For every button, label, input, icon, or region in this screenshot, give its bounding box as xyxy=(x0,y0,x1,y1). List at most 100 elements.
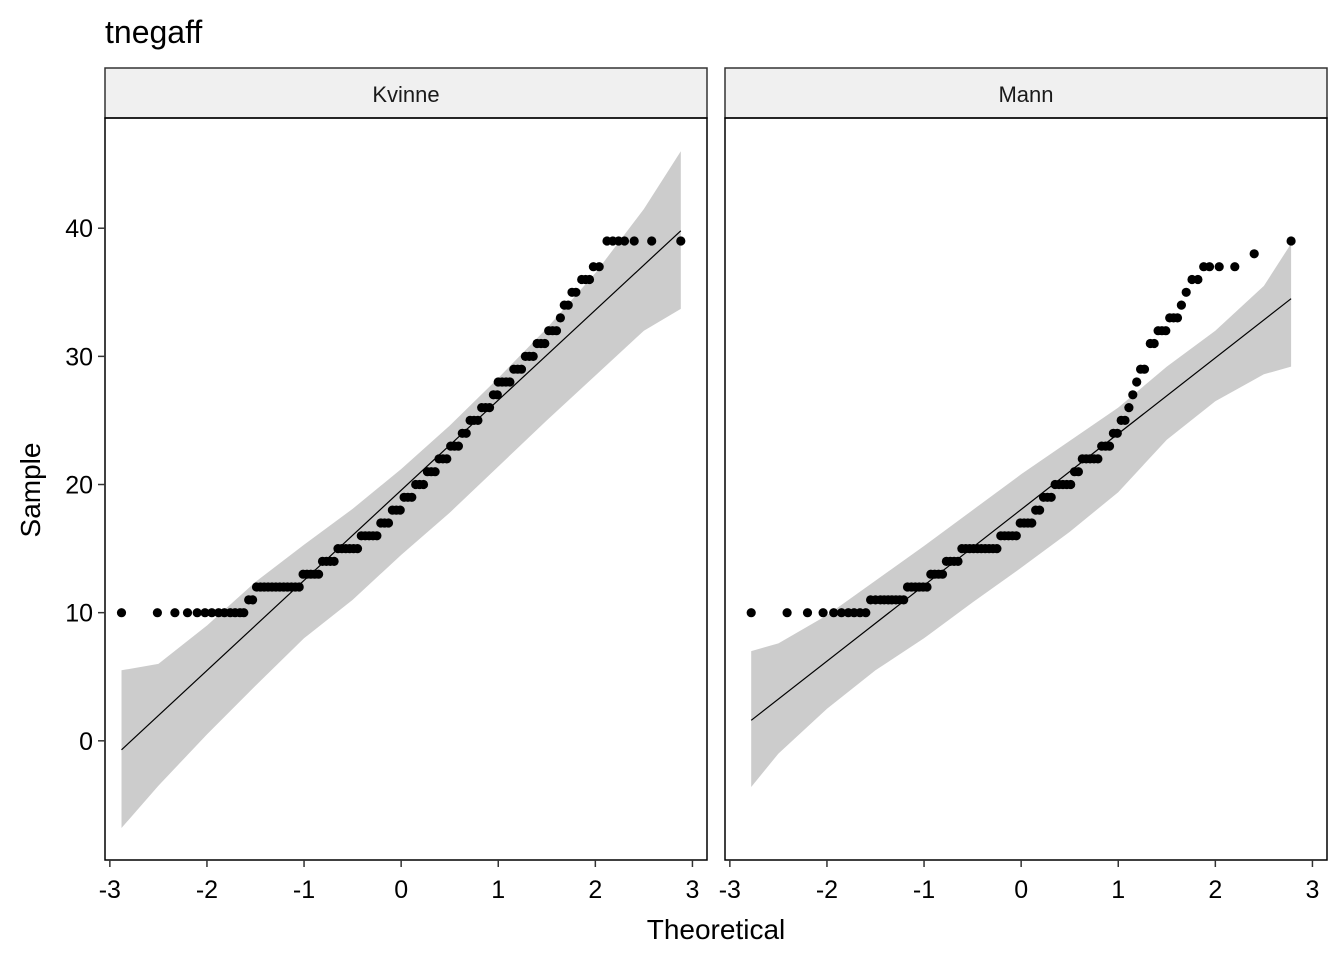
data-point xyxy=(1112,428,1122,438)
x-axis-title: Theoretical xyxy=(647,914,786,945)
confidence-band xyxy=(751,243,1292,788)
data-point xyxy=(563,300,573,310)
data-point xyxy=(1073,467,1083,477)
y-tick-label: 40 xyxy=(65,215,93,243)
data-point xyxy=(116,608,127,618)
x-tick-label: 2 xyxy=(588,876,602,904)
x-tick-label: -1 xyxy=(913,876,935,904)
data-point xyxy=(953,556,963,567)
data-point xyxy=(1120,415,1130,425)
data-point xyxy=(1181,287,1191,297)
data-point xyxy=(314,569,324,579)
data-point xyxy=(992,544,1002,554)
data-point xyxy=(1286,236,1296,246)
data-point xyxy=(1124,403,1134,413)
data-point xyxy=(248,595,258,605)
data-point xyxy=(555,313,566,323)
data-point xyxy=(1249,249,1259,259)
x-tick-label: 1 xyxy=(491,876,505,904)
data-point xyxy=(540,338,550,349)
facet-strip xyxy=(104,67,708,119)
data-point xyxy=(1093,454,1103,464)
data-point xyxy=(619,236,630,246)
x-tick-label: -3 xyxy=(719,876,741,904)
data-point xyxy=(746,608,756,618)
chart-title: tnegaff xyxy=(105,14,202,50)
data-point xyxy=(629,236,639,246)
data-point xyxy=(1149,338,1159,349)
x-tick-label: 2 xyxy=(1208,876,1222,904)
data-point xyxy=(1214,262,1224,272)
data-point xyxy=(453,441,463,451)
data-point xyxy=(1104,441,1115,451)
data-point xyxy=(528,351,538,361)
data-point xyxy=(1128,390,1138,400)
data-point xyxy=(1193,274,1203,285)
data-point xyxy=(152,608,162,618)
data-point xyxy=(861,608,871,618)
data-point xyxy=(836,608,847,618)
data-point xyxy=(430,467,440,477)
data-point xyxy=(418,479,429,490)
data-point xyxy=(1027,518,1037,528)
facet-strip-label: Kvinne xyxy=(372,82,439,107)
x-tick-label: 3 xyxy=(685,876,699,904)
data-point xyxy=(383,518,394,528)
data-point xyxy=(239,608,249,618)
data-point xyxy=(1139,364,1150,374)
data-point xyxy=(492,390,502,400)
data-point xyxy=(372,531,382,541)
x-tick-label: -1 xyxy=(293,876,315,904)
reference-line xyxy=(121,230,682,751)
data-point xyxy=(200,608,210,618)
y-tick-label: 10 xyxy=(65,600,93,628)
data-point xyxy=(551,326,562,336)
y-tick-label: 0 xyxy=(79,728,93,756)
data-point xyxy=(594,262,604,272)
x-tick-label: 0 xyxy=(394,876,408,904)
x-tick-label: -2 xyxy=(816,876,838,904)
data-point xyxy=(329,556,339,567)
data-point xyxy=(407,492,417,502)
data-point xyxy=(352,544,363,554)
data-point xyxy=(505,377,515,387)
panel-border xyxy=(104,117,708,861)
facet-strip-label: Mann xyxy=(998,82,1053,107)
x-tick-label: -2 xyxy=(196,876,218,904)
data-point xyxy=(170,608,180,618)
data-point xyxy=(1161,326,1171,336)
panel-mann: Mann -3 -2 -1 0 1 2 3 xyxy=(719,67,1328,904)
data-point xyxy=(571,287,581,297)
data-point xyxy=(1066,479,1076,490)
data-point xyxy=(782,608,792,618)
panel-border xyxy=(724,117,1328,861)
x-tick-label: 3 xyxy=(1305,876,1319,904)
y-tick-label: 20 xyxy=(65,472,93,500)
data-point xyxy=(829,608,839,618)
data-point xyxy=(1132,377,1142,387)
data-point xyxy=(1011,531,1021,541)
data-point xyxy=(802,608,813,618)
y-axis-title: Sample xyxy=(15,443,46,538)
data-point xyxy=(516,364,527,374)
data-point xyxy=(937,569,948,579)
x-tick-label: 1 xyxy=(1111,876,1125,904)
data-point xyxy=(294,582,304,592)
data-point xyxy=(1204,262,1215,272)
data-point xyxy=(584,274,595,285)
data-point xyxy=(182,608,193,618)
data-point xyxy=(647,236,657,246)
data-point xyxy=(442,454,452,464)
data-point xyxy=(899,595,909,605)
x-tick-label: 0 xyxy=(1014,876,1028,904)
data-point xyxy=(461,428,471,438)
data-point xyxy=(1046,492,1056,502)
data-point xyxy=(1176,300,1186,310)
data-point xyxy=(1230,262,1240,272)
facet-strip xyxy=(724,67,1328,119)
reference-line xyxy=(750,298,1292,721)
y-tick-label: 30 xyxy=(65,343,93,371)
